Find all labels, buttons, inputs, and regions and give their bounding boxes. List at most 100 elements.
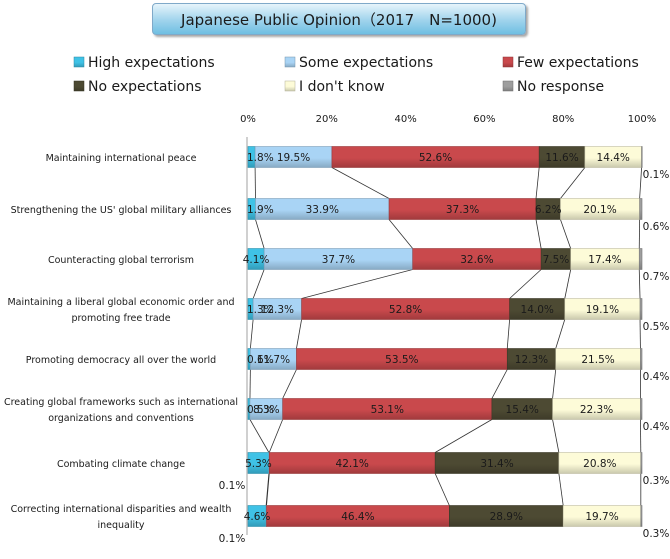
bars <box>247 146 643 527</box>
x-tick-label: 20% <box>316 114 338 125</box>
category-label: Strengthening the US' global military al… <box>11 205 232 216</box>
data-label: 33.9% <box>306 204 339 216</box>
x-tick-label: 100% <box>628 114 657 125</box>
category-label: Creating global frameworks such as inter… <box>4 397 238 408</box>
bar-segment <box>638 248 643 270</box>
legend: High expectations Some expectations Few ex… <box>73 55 639 95</box>
legend-swatch <box>73 56 85 68</box>
legend-label: High expectations <box>88 55 215 71</box>
bar-segment <box>639 298 643 320</box>
data-label: 15.4% <box>506 404 539 416</box>
category-label: Maintaining international peace <box>46 153 197 164</box>
data-label: 0.5% <box>643 321 670 333</box>
series-lines <box>249 167 643 506</box>
data-label: 1.8% <box>247 152 274 164</box>
series-connector-line <box>509 269 542 299</box>
data-label: 32.6% <box>460 254 493 266</box>
data-label: 37.7% <box>322 254 355 266</box>
data-label: 14.0% <box>521 304 554 316</box>
data-label: 0.3% <box>643 528 670 540</box>
bar-segment <box>640 398 643 420</box>
data-label: 11.6% <box>545 152 578 164</box>
category-label: Maintaining a liberal global economic or… <box>7 297 234 308</box>
series-connector-line <box>331 167 390 199</box>
bar-segment <box>640 348 643 370</box>
data-label: 37.3% <box>446 204 479 216</box>
series-connector-line <box>506 319 511 349</box>
data-label: 0.1% <box>219 480 246 492</box>
legend-swatch <box>502 80 514 92</box>
legend-label: Few expectations <box>517 55 639 71</box>
legend-swatch <box>73 80 85 92</box>
legend-swatch <box>284 56 296 68</box>
series-connector-line <box>639 167 643 199</box>
data-label: 22.3% <box>580 404 613 416</box>
data-label: 21.5% <box>581 354 614 366</box>
series-connector-line <box>249 419 270 453</box>
series-connector-line <box>434 473 450 506</box>
series-connector-line <box>491 369 508 399</box>
series-connector-line <box>535 167 540 199</box>
x-tick-label: 60% <box>473 114 495 125</box>
data-label: 28.9% <box>490 511 523 523</box>
series-connector-line <box>535 219 542 249</box>
data-label: 7.5% <box>543 254 570 266</box>
series-connector-line <box>564 269 572 299</box>
series-connector-line <box>560 219 572 249</box>
series-connector-line <box>638 269 641 299</box>
data-label: 1.9% <box>247 204 274 216</box>
series-connector-line <box>552 369 557 399</box>
data-label: 17.4% <box>588 254 621 266</box>
series-connector-line <box>434 419 493 453</box>
legend-label: I don't know <box>299 79 385 95</box>
series-connector-line <box>282 369 297 399</box>
data-label: 20.8% <box>583 458 616 470</box>
data-label: 12.3% <box>515 354 548 366</box>
data-label: 19.1% <box>586 304 619 316</box>
data-label: 53.5% <box>385 354 418 366</box>
bar-segment <box>640 505 643 527</box>
series-connector-line <box>255 219 265 249</box>
data-label: 4.6% <box>244 511 271 523</box>
category-label: Correcting international disparities and… <box>11 504 232 515</box>
x-axis: 0% 20% 40% 60% 80% 100% <box>240 114 656 535</box>
bar-segment <box>640 452 643 474</box>
series-connector-line <box>555 319 566 349</box>
data-label: 52.6% <box>419 152 452 164</box>
series-connector-line <box>252 269 265 299</box>
series-connector-line <box>560 167 586 199</box>
data-label: 6.2% <box>535 204 562 216</box>
x-tick-label: 40% <box>394 114 416 125</box>
data-label: 42.1% <box>336 458 369 470</box>
data-label: 14.4% <box>597 152 630 164</box>
category-label: organizations and conventions <box>48 413 194 424</box>
data-label: 0.6% <box>643 221 670 233</box>
data-label: 31.4% <box>480 458 513 470</box>
data-label: 53.1% <box>371 404 404 416</box>
data-label: 20.1% <box>583 204 616 216</box>
data-label: 0.6% <box>247 354 274 366</box>
data-labels: 1.8% 19.5% 52.6% 11.6% 14.4% 0.1% 1.9% 33.9% 37.… <box>219 152 670 545</box>
chart-title: Japanese Public Opinion（2017 N=1000) <box>152 3 526 35</box>
bar-segment <box>639 198 643 220</box>
data-label: 0.5% <box>247 404 274 416</box>
data-label: 1.3% <box>247 304 274 316</box>
series-connector-line <box>388 219 414 249</box>
data-label: 8.3% <box>253 404 280 416</box>
category-label: promoting free trade <box>71 313 170 324</box>
series-connector-line <box>249 319 254 349</box>
legend-swatch <box>502 56 514 68</box>
category-label: Promoting democracy all over the world <box>26 355 216 366</box>
data-label: 46.4% <box>341 511 374 523</box>
data-label: 0.4% <box>643 421 670 433</box>
series-connector-line <box>268 419 284 453</box>
data-label: 0.4% <box>643 371 670 383</box>
data-label: 11.7% <box>257 354 290 366</box>
data-label: 19.7% <box>585 511 618 523</box>
category-label: inequality <box>97 520 144 531</box>
x-tick-label: 0% <box>240 114 256 125</box>
data-label: 0.7% <box>643 271 670 283</box>
legend-label: No expectations <box>88 79 202 95</box>
series-connector-line <box>552 419 560 453</box>
category-label: Counteracting global terrorism <box>48 255 194 266</box>
